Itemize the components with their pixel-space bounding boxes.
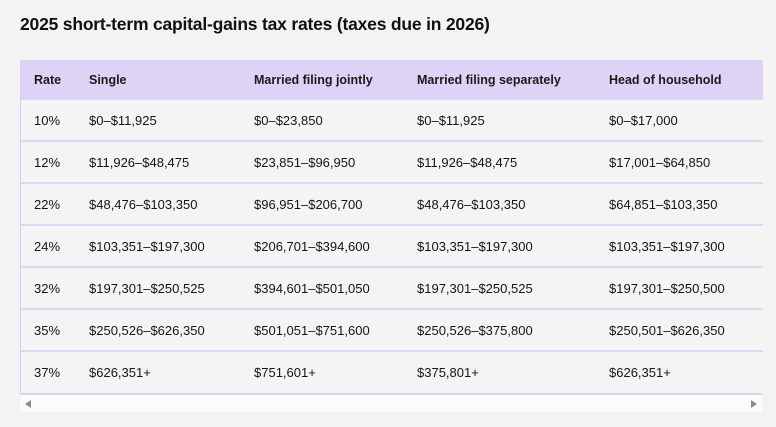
table-row: 32% $197,301–$250,525 $394,601–$501,050 $19… — [21, 267, 763, 309]
scroll-left-arrow-icon[interactable] — [25, 399, 31, 408]
income-range-cell: $96,951–$206,700 — [254, 196, 363, 212]
income-range-cell: $751,601+ — [254, 365, 316, 380]
rate-cell: 24% — [34, 238, 61, 254]
table-row: 10% $0–$11,925 $0–$23,850 $0–$11,925 $0–$17,… — [21, 99, 763, 141]
income-range-cell: $250,526–$375,800 — [417, 322, 533, 338]
horizontal-scrollbar[interactable] — [20, 395, 762, 412]
rate-cell: 10% — [34, 112, 61, 128]
income-range-cell: $626,351+ — [609, 365, 671, 380]
income-range-cell: $250,526–$626,350 — [89, 322, 205, 338]
table-row: 22% $48,476–$103,350 $96,951–$206,700 $48,4… — [21, 183, 763, 225]
income-range-cell: $23,851–$96,950 — [254, 154, 356, 170]
table-row: 24% $103,351–$197,300 $206,701–$394,600 $10… — [21, 225, 763, 267]
page-title: 2025 short-term capital-gains tax rates … — [20, 14, 490, 34]
scroll-right-arrow-icon[interactable] — [751, 399, 757, 408]
table-row: 35% $250,526–$626,350 $501,051–$751,600 $25… — [21, 309, 763, 351]
column-header-single: Single — [89, 72, 127, 87]
income-range-cell: $48,476–$103,350 — [417, 196, 526, 212]
income-range-cell: $0–$23,850 — [254, 112, 323, 128]
income-range-cell: $103,351–$197,300 — [89, 238, 205, 254]
income-range-cell: $206,701–$394,600 — [254, 238, 370, 254]
income-range-cell: $501,051–$751,600 — [254, 322, 370, 338]
table-row: 12% $11,926–$48,475 $23,851–$96,950 $11,926… — [21, 141, 763, 183]
column-header-rate: Rate — [34, 72, 62, 87]
income-range-cell: $197,301–$250,500 — [609, 280, 725, 296]
income-range-cell: $0–$17,000 — [609, 112, 678, 128]
income-range-cell: $103,351–$197,300 — [609, 238, 725, 254]
income-range-cell: $375,801+ — [417, 365, 479, 380]
tax-rates-table: Rate Single Married filing jointly Marri… — [20, 60, 763, 395]
column-header-married-jointly: Married filing jointly — [254, 72, 373, 87]
table-header-row: Rate Single Married filing jointly Marri… — [21, 61, 763, 99]
column-header-head-of-household: Head of household — [609, 72, 722, 87]
income-range-cell: $103,351–$197,300 — [417, 238, 533, 254]
income-range-cell: $64,851–$103,350 — [609, 196, 718, 212]
income-range-cell: $11,926–$48,475 — [417, 154, 518, 170]
scrollbar-track[interactable] — [31, 395, 751, 412]
column-header-married-separately: Married filing separately — [417, 72, 561, 87]
income-range-cell: $197,301–$250,525 — [89, 280, 205, 296]
income-range-cell: $394,601–$501,050 — [254, 280, 370, 296]
income-range-cell: $250,501–$626,350 — [609, 322, 725, 338]
rate-cell: 37% — [34, 365, 61, 380]
income-range-cell: $48,476–$103,350 — [89, 196, 198, 212]
income-range-cell: $0–$11,925 — [417, 112, 485, 128]
income-range-cell: $197,301–$250,525 — [417, 280, 533, 296]
tax-rates-table-grid: Rate Single Married filing jointly Marri… — [21, 61, 763, 393]
rate-cell: 22% — [34, 196, 61, 212]
income-range-cell: $626,351+ — [89, 365, 151, 380]
rate-cell: 32% — [34, 280, 61, 296]
income-range-cell: $0–$11,925 — [89, 112, 157, 128]
rate-cell: 12% — [34, 154, 61, 170]
rate-cell: 35% — [34, 322, 61, 338]
income-range-cell: $17,001–$64,850 — [609, 154, 711, 170]
table-row: 37% $626,351+ $751,601+ $375,801+ $626,351+ — [21, 351, 763, 393]
income-range-cell: $11,926–$48,475 — [89, 154, 190, 170]
